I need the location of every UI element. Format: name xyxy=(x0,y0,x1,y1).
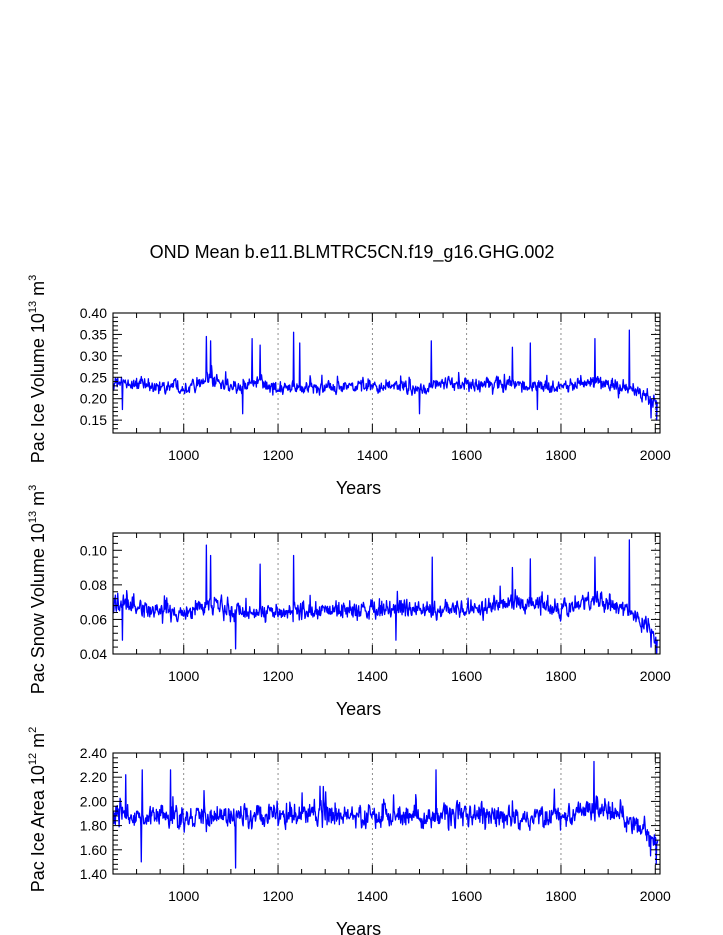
y-axis-label: Pac Snow Volume 1013 m3 xyxy=(27,485,48,694)
x-axis-label: Years xyxy=(336,478,381,498)
x-tick-label: 1200 xyxy=(262,888,293,904)
y-tick-label: 0.10 xyxy=(80,542,107,558)
plot-frame xyxy=(112,312,661,434)
y-tick-label: 0.20 xyxy=(80,391,107,407)
x-tick-label: 1200 xyxy=(262,668,293,684)
x-axis-label: Years xyxy=(336,919,381,935)
data-line-ice-area xyxy=(113,760,659,869)
data-line-ice-volume xyxy=(113,329,658,421)
y-axis-label: Pac Ice Volume 1013 m3 xyxy=(27,275,48,463)
x-axis-label: Years xyxy=(336,699,381,719)
x-tick-label: 1600 xyxy=(451,888,482,904)
y-tick-label: 0.35 xyxy=(80,326,107,342)
x-tick-label: 1800 xyxy=(545,447,576,463)
x-tick-label: 2000 xyxy=(640,668,671,684)
y-tick-label: 1.40 xyxy=(80,866,107,882)
x-tick-label: 2000 xyxy=(640,888,671,904)
x-tick-label: 1600 xyxy=(451,668,482,684)
chart-panels: 1000 1200 1400 1600 1800 2000 0.15 0.20 0.25 0.30… xyxy=(27,275,671,935)
y-tick-label: 0.15 xyxy=(80,412,107,428)
chart-panel-ice-volume: 1000 1200 1400 1600 1800 2000 0.15 0.20 0.25 0.30… xyxy=(27,275,671,498)
chart-panel-snow-volume: 1000 1200 1400 1600 1800 2000 0.04 0.06 0.08 0.10… xyxy=(27,485,671,719)
y-tick-label: 2.40 xyxy=(80,745,107,761)
plot-frame xyxy=(112,532,661,655)
x-tick-label: 1400 xyxy=(357,447,388,463)
x-tick-label: 1800 xyxy=(545,668,576,684)
data-line-snow-volume xyxy=(113,539,659,654)
x-tick-label: 1000 xyxy=(168,888,199,904)
x-tick-label: 1000 xyxy=(168,447,199,463)
y-tick-label: 0.25 xyxy=(80,369,107,385)
y-tick-label: 1.60 xyxy=(80,842,107,858)
y-tick-label: 0.30 xyxy=(80,348,107,364)
y-tick-label: 1.80 xyxy=(80,818,107,834)
plot-frame xyxy=(112,752,661,875)
y-tick-label: 0.08 xyxy=(80,577,107,593)
y-tick-label: 2.00 xyxy=(80,793,107,809)
y-tick-label: 0.40 xyxy=(80,305,107,321)
x-tick-label: 2000 xyxy=(640,447,671,463)
y-tick-label: 0.04 xyxy=(80,646,107,662)
figure-title: OND Mean b.e11.BLMTRC5CN.f19_g16.GHG.002 xyxy=(150,242,555,263)
x-tick-label: 1600 xyxy=(451,447,482,463)
x-tick-label: 1800 xyxy=(545,888,576,904)
y-tick-label: 2.20 xyxy=(80,769,107,785)
y-tick-label: 0.06 xyxy=(80,611,107,627)
x-tick-label: 1000 xyxy=(168,668,199,684)
x-tick-label: 1400 xyxy=(357,668,388,684)
y-axis-label: Pac Ice Area 1012 m2 xyxy=(27,727,48,892)
x-tick-label: 1400 xyxy=(357,888,388,904)
x-tick-label: 1200 xyxy=(262,447,293,463)
chart-panel-ice-area: 1000 1200 1400 1600 1800 2000 1.40 1.60 1.80 2.00… xyxy=(27,727,671,935)
